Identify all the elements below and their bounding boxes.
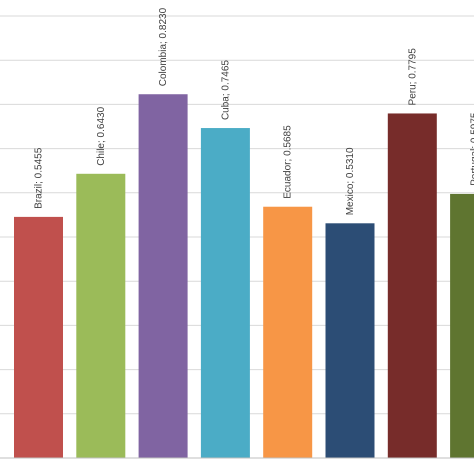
bar-peru [387,113,437,458]
data-label-chile: Chile; 0.6430 [96,106,107,165]
bar-cuba [200,128,250,458]
data-label-peru: Peru; 0.7795 [407,48,418,106]
bars [14,94,474,458]
data-label-ecuador: Ecuador; 0.5685 [283,125,294,199]
data-labels: Brazil; 0.5455 Chile; 0.6430 Colombia; 0.8… [34,7,474,215]
bar-portugal [450,193,474,458]
bar-mexico [325,223,375,458]
data-label-cuba: Cuba; 0.7465 [220,60,231,120]
data-label-mexico: Mexico; 0.5310 [345,147,356,215]
data-label-colombia: Colombia; 0.8230 [158,7,169,86]
bar-colombia [138,94,188,458]
data-label-portugal: Portugal; 0.5975 [470,112,474,186]
data-label-brazil: Brazil; 0.5455 [34,147,45,209]
bar-ecuador [263,206,313,458]
bar-chile [76,173,126,458]
bar-brazil [14,216,63,458]
